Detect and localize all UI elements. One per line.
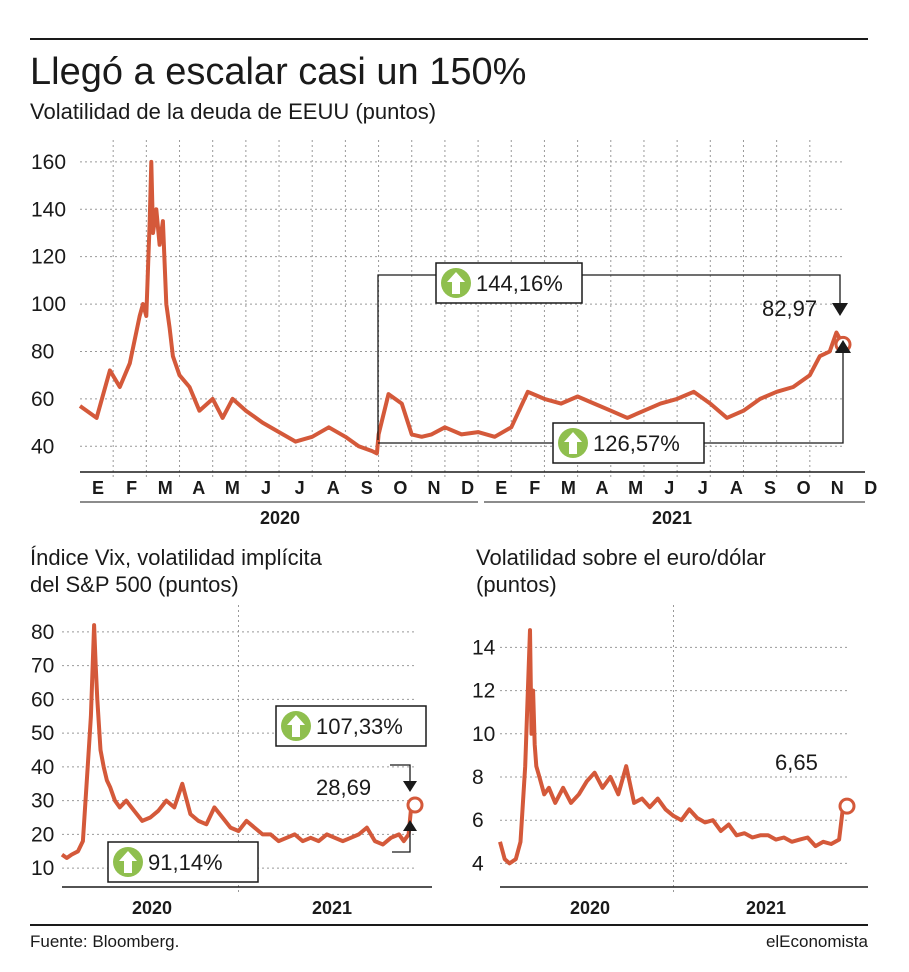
badge-107-arrow-glyph xyxy=(287,715,305,737)
badge-91-arrow-glyph xyxy=(119,851,137,873)
month-label: M xyxy=(225,478,240,498)
month-label: A xyxy=(596,478,609,498)
ytick-label-vix: 30 xyxy=(31,790,54,813)
chart-title-euro: Volatilidad sobre el euro/dólar (puntos) xyxy=(476,544,766,598)
end-value-label-deuda: 82,97 xyxy=(762,296,817,321)
bottom-rule xyxy=(30,924,868,926)
callout-line-144 xyxy=(377,274,841,440)
badge-126-arrow-glyph xyxy=(564,432,582,454)
callout-line-91 xyxy=(392,829,411,853)
badge-107: 107,33% xyxy=(275,705,427,747)
end-value-label-vix: 28,69 xyxy=(316,775,371,800)
year-label-vix-2021: 2021 xyxy=(312,898,352,918)
year-label-2020: 2020 xyxy=(260,508,300,528)
badge-126: 126,57% xyxy=(552,422,705,464)
month-label: F xyxy=(126,478,137,498)
chart-title-vix-line1: Índice Vix, volatilidad implícita xyxy=(30,545,322,570)
ytick-label-vix: 10 xyxy=(31,857,54,880)
badge-91-label: 91,14% xyxy=(148,850,223,875)
callout-line-107 xyxy=(390,764,411,782)
badge-144-label: 144,16% xyxy=(476,271,563,296)
chart-title-vix: Índice Vix, volatilidad implícita del S&… xyxy=(30,544,322,598)
month-label: D xyxy=(864,478,877,498)
ytick-label-deuda: 80 xyxy=(31,340,54,363)
ytick-label-vix: 20 xyxy=(31,823,54,846)
month-label: M xyxy=(561,478,576,498)
month-label: J xyxy=(664,478,674,498)
end-point-marker-vix xyxy=(406,796,424,814)
year-label-2021: 2021 xyxy=(652,508,692,528)
badge-144: 144,16% xyxy=(435,262,583,304)
badge-126-label: 126,57% xyxy=(593,431,680,456)
month-label: M xyxy=(158,478,173,498)
ytick-label-eurodolar: 14 xyxy=(472,636,496,659)
month-label: O xyxy=(797,478,811,498)
badge-91: 91,14% xyxy=(107,841,259,883)
series-line-deuda xyxy=(78,159,845,456)
callout-line-126 xyxy=(378,352,844,444)
month-label: N xyxy=(428,478,441,498)
month-label: M xyxy=(628,478,643,498)
ytick-label-eurodolar: 6 xyxy=(472,809,484,832)
ytick-label-deuda: 40 xyxy=(31,435,54,458)
ytick-label-deuda: 100 xyxy=(31,293,66,316)
month-label: S xyxy=(361,478,373,498)
page-title: Llegó a escalar casi un 150% xyxy=(30,51,527,93)
ytick-label-eurodolar: 12 xyxy=(472,680,495,703)
badge-107-label: 107,33% xyxy=(316,714,403,739)
month-label: S xyxy=(764,478,776,498)
ytick-label-deuda: 120 xyxy=(31,246,66,269)
top-rule xyxy=(30,38,868,40)
ytick-label-vix: 50 xyxy=(31,722,54,745)
month-label: F xyxy=(529,478,540,498)
end-value-label-euro: 6,65 xyxy=(775,750,818,775)
month-label: A xyxy=(192,478,205,498)
end-point-marker-eurodolar xyxy=(838,797,856,815)
month-label: A xyxy=(730,478,743,498)
brand-logo-text: elEconomista xyxy=(765,932,868,951)
callout-arrowhead-up xyxy=(835,340,851,353)
ytick-label-eurodolar: 10 xyxy=(472,723,495,746)
month-label: O xyxy=(393,478,407,498)
ytick-label-eurodolar: 4 xyxy=(472,852,484,875)
month-label: N xyxy=(831,478,844,498)
month-label: A xyxy=(327,478,340,498)
callout-arrowhead-down xyxy=(832,303,848,316)
badge-144-arrow-glyph xyxy=(447,272,465,294)
chart-subtitle-deuda: Volatilidad de la deuda de EEUU (puntos) xyxy=(30,99,437,124)
ytick-label-vix: 40 xyxy=(31,756,54,779)
year-label-euro-2021: 2021 xyxy=(746,898,786,918)
month-label: D xyxy=(461,478,474,498)
month-label: J xyxy=(261,478,271,498)
chart-title-vix-line2: del S&P 500 (puntos) xyxy=(30,572,239,597)
source-note: Fuente: Bloomberg. xyxy=(30,932,180,951)
month-label: E xyxy=(92,478,104,498)
ytick-label-eurodolar: 8 xyxy=(472,766,484,789)
ytick-label-deuda: 160 xyxy=(31,151,66,174)
ytick-label-vix: 70 xyxy=(31,655,54,678)
year-label-euro-2020: 2020 xyxy=(570,898,610,918)
month-label: J xyxy=(295,478,305,498)
ytick-label-deuda: 140 xyxy=(31,198,66,221)
year-label-vix-2020: 2020 xyxy=(132,898,172,918)
series-line-eurodolar xyxy=(498,628,849,866)
month-label: E xyxy=(495,478,507,498)
ytick-label-vix: 80 xyxy=(31,621,54,644)
callout-arrowhead-vix-up xyxy=(403,820,417,831)
month-label: J xyxy=(698,478,708,498)
chart-title-euro-line1: Volatilidad sobre el euro/dólar xyxy=(476,545,766,570)
series-line-vix xyxy=(60,623,417,860)
chart-title-euro-line2: (puntos) xyxy=(476,572,557,597)
ytick-label-deuda: 60 xyxy=(31,388,54,411)
callout-arrowhead-vix-down xyxy=(403,781,417,792)
ytick-label-vix: 60 xyxy=(31,688,54,711)
